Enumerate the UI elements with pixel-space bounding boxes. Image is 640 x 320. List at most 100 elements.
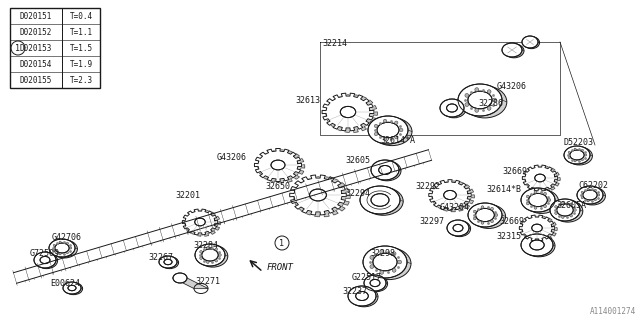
Polygon shape xyxy=(429,180,471,210)
Ellipse shape xyxy=(40,256,50,264)
Ellipse shape xyxy=(198,245,228,267)
Ellipse shape xyxy=(63,282,81,294)
Ellipse shape xyxy=(522,36,538,48)
Circle shape xyxy=(465,93,468,97)
Ellipse shape xyxy=(447,104,458,112)
Circle shape xyxy=(487,106,491,110)
Ellipse shape xyxy=(521,188,555,212)
Polygon shape xyxy=(519,215,555,241)
Text: 32669: 32669 xyxy=(502,166,527,175)
Text: G43204: G43204 xyxy=(440,203,470,212)
Ellipse shape xyxy=(350,287,378,307)
Text: C62202: C62202 xyxy=(578,180,608,189)
Ellipse shape xyxy=(449,221,470,237)
Circle shape xyxy=(475,108,479,112)
Circle shape xyxy=(207,246,209,249)
Ellipse shape xyxy=(564,146,590,164)
Circle shape xyxy=(598,194,600,196)
Ellipse shape xyxy=(502,43,522,57)
Circle shape xyxy=(59,253,61,255)
Text: G42706: G42706 xyxy=(52,233,82,242)
Ellipse shape xyxy=(523,235,555,257)
Polygon shape xyxy=(182,209,218,235)
Ellipse shape xyxy=(453,224,463,232)
Ellipse shape xyxy=(49,239,75,257)
Text: 32605: 32605 xyxy=(345,156,370,164)
Text: T=1.9: T=1.9 xyxy=(69,60,93,68)
Text: 32614*B: 32614*B xyxy=(486,185,521,194)
Circle shape xyxy=(543,192,547,195)
Circle shape xyxy=(555,205,557,208)
Ellipse shape xyxy=(535,174,545,182)
Ellipse shape xyxy=(583,190,597,200)
Ellipse shape xyxy=(65,283,83,295)
Text: D52203: D52203 xyxy=(563,138,593,147)
Ellipse shape xyxy=(370,279,380,287)
Circle shape xyxy=(481,221,484,224)
Ellipse shape xyxy=(371,160,399,180)
Circle shape xyxy=(374,132,378,136)
Ellipse shape xyxy=(504,44,524,58)
Circle shape xyxy=(207,261,209,263)
Ellipse shape xyxy=(159,256,177,268)
Ellipse shape xyxy=(51,240,77,258)
Ellipse shape xyxy=(579,187,605,205)
Ellipse shape xyxy=(557,204,573,216)
Ellipse shape xyxy=(340,107,356,118)
Text: 1: 1 xyxy=(280,238,285,247)
Ellipse shape xyxy=(440,99,464,117)
Text: 32613: 32613 xyxy=(295,95,320,105)
Circle shape xyxy=(374,124,378,128)
Ellipse shape xyxy=(442,100,466,118)
Text: G43206: G43206 xyxy=(217,153,247,162)
Ellipse shape xyxy=(195,244,225,266)
Text: 32292: 32292 xyxy=(415,181,440,190)
Ellipse shape xyxy=(472,204,506,228)
Circle shape xyxy=(392,252,396,256)
Ellipse shape xyxy=(529,193,547,207)
Circle shape xyxy=(215,248,218,251)
Text: 32294: 32294 xyxy=(345,188,370,197)
Circle shape xyxy=(561,216,564,219)
Text: T=1.1: T=1.1 xyxy=(69,28,93,36)
Ellipse shape xyxy=(379,165,391,174)
Circle shape xyxy=(487,90,491,94)
Text: 32297: 32297 xyxy=(419,217,444,226)
Text: T=0.4: T=0.4 xyxy=(69,12,93,20)
Text: D020151: D020151 xyxy=(20,12,52,20)
Circle shape xyxy=(568,151,570,154)
Bar xyxy=(10,8,100,88)
Text: D020152: D020152 xyxy=(20,28,52,36)
Circle shape xyxy=(395,136,398,139)
Text: 32605A: 32605A xyxy=(556,201,586,210)
Polygon shape xyxy=(255,148,301,181)
Polygon shape xyxy=(290,175,346,215)
Ellipse shape xyxy=(271,160,285,170)
Circle shape xyxy=(543,205,547,208)
Circle shape xyxy=(395,121,398,124)
Ellipse shape xyxy=(365,276,388,292)
Text: 32267: 32267 xyxy=(148,252,173,261)
Ellipse shape xyxy=(566,147,593,165)
Text: G22517: G22517 xyxy=(352,274,382,283)
Polygon shape xyxy=(257,150,305,183)
Circle shape xyxy=(568,156,570,159)
Circle shape xyxy=(493,98,497,102)
Ellipse shape xyxy=(377,122,399,138)
Polygon shape xyxy=(294,177,350,217)
Polygon shape xyxy=(322,93,374,131)
Circle shape xyxy=(383,137,387,141)
Circle shape xyxy=(481,206,484,209)
Ellipse shape xyxy=(550,199,580,221)
Ellipse shape xyxy=(364,187,403,215)
Polygon shape xyxy=(326,95,378,132)
Ellipse shape xyxy=(468,91,492,109)
Text: 1: 1 xyxy=(15,44,20,52)
Text: 32298: 32298 xyxy=(370,250,395,259)
Ellipse shape xyxy=(530,240,544,250)
Polygon shape xyxy=(432,181,474,212)
Circle shape xyxy=(215,260,218,262)
Ellipse shape xyxy=(36,253,58,268)
Circle shape xyxy=(474,217,476,220)
Circle shape xyxy=(491,207,493,210)
